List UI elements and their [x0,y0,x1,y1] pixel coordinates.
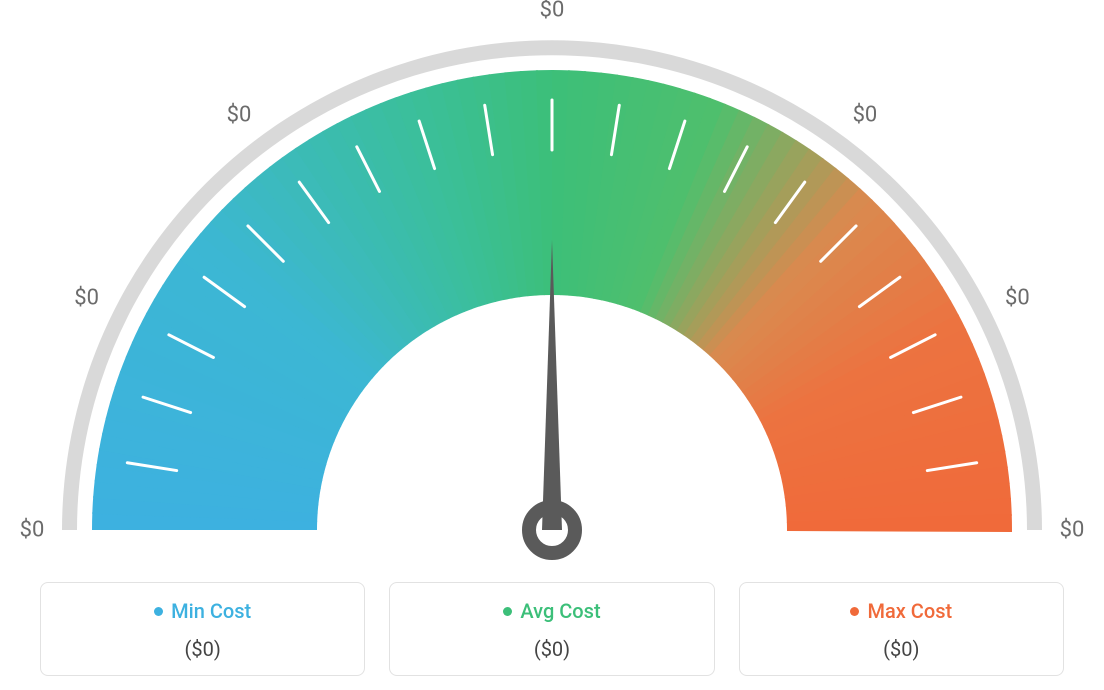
legend-card-avg: Avg Cost ($0) [389,582,714,676]
legend-dot-avg [503,607,512,616]
legend-title-avg: Avg Cost [503,599,600,623]
legend-title-min: Min Cost [154,599,251,623]
gauge-tick-label: $0 [540,0,565,23]
gauge-svg [0,0,1104,560]
gauge-tick-label: $0 [853,102,878,127]
legend-value-max: ($0) [750,637,1053,661]
legend-value-avg: ($0) [400,637,703,661]
legend-label-max: Max Cost [867,599,952,623]
legend-card-min: Min Cost ($0) [40,582,365,676]
gauge-tick-label: $0 [227,102,252,127]
gauge-tick-label: $0 [74,285,99,310]
gauge-area: $0 $0 $0 $0 $0 $0 $0 [0,0,1104,560]
legend-value-min: ($0) [51,637,354,661]
legend-title-max: Max Cost [850,599,952,623]
gauge-tick-label: $0 [1005,285,1030,310]
legend-dot-min [154,607,163,616]
legend-label-min: Min Cost [171,599,251,623]
legend-row: Min Cost ($0) Avg Cost ($0) Max Cost ($0… [40,582,1064,676]
gauge-tick-label: $0 [20,518,45,543]
legend-card-max: Max Cost ($0) [739,582,1064,676]
gauge-tick-label: $0 [1060,518,1085,543]
legend-dot-max [850,607,859,616]
cost-gauge-widget: { "gauge": { "type": "gauge", "angle_sta… [0,0,1104,690]
legend-label-avg: Avg Cost [520,599,600,623]
